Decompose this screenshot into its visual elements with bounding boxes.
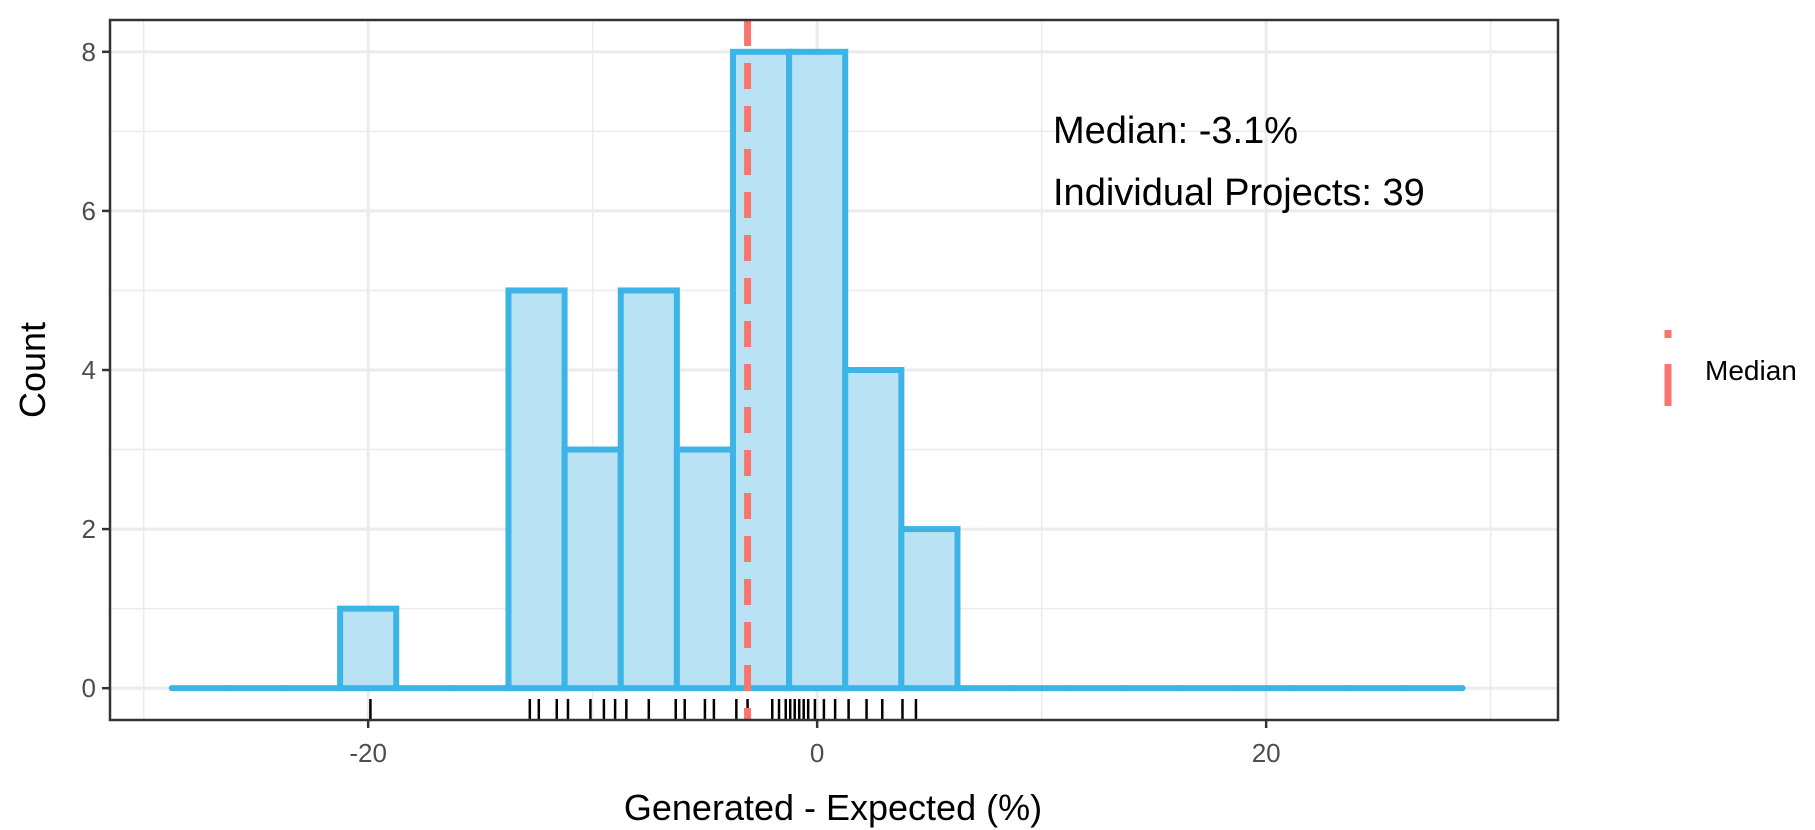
x-tick-label: -20 [349, 738, 387, 768]
histogram-bar [786, 48, 849, 692]
y-axis-title: Count [12, 322, 53, 418]
rug-marks [369, 699, 918, 720]
y-tick-label: 0 [82, 673, 96, 703]
y-tick-label: 2 [82, 514, 96, 544]
histogram-bars [168, 48, 1466, 692]
histogram-bar [505, 287, 568, 692]
x-axis-title: Generated - Expected (%) [624, 787, 1042, 828]
y-axis: 0 2 4 6 8 [82, 37, 110, 703]
legend: Median [1664, 330, 1797, 406]
histogram-bar [898, 526, 961, 692]
x-tick-label: 20 [1252, 738, 1281, 768]
histogram-bar [729, 48, 793, 692]
histogram-bar [673, 446, 736, 692]
projects-annotation: Individual Projects: 39 [1053, 172, 1425, 214]
median-annotation: Median: -3.1% [1053, 110, 1298, 152]
histogram-bar [842, 367, 905, 692]
histogram-bar [617, 287, 680, 692]
x-tick-label: 0 [810, 738, 824, 768]
legend-label-median: Median [1705, 355, 1797, 386]
x-axis: -20 0 20 [349, 720, 1281, 768]
y-tick-label: 8 [82, 37, 96, 67]
y-tick-label: 6 [82, 196, 96, 226]
y-tick-label: 4 [82, 355, 96, 385]
histogram-bar [337, 605, 400, 692]
histogram-bar [561, 446, 624, 692]
